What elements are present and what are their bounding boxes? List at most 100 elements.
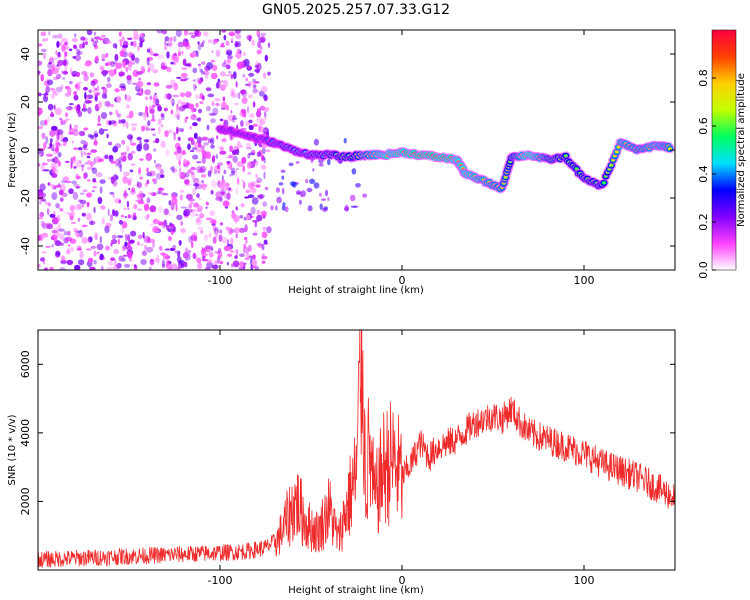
noise-blob xyxy=(214,39,218,44)
noise-blob xyxy=(232,115,236,118)
noise-blob xyxy=(241,156,247,164)
noise-blob xyxy=(162,191,165,196)
noise-blob xyxy=(144,182,148,188)
noise-blob xyxy=(300,193,303,197)
noise-blob xyxy=(215,49,221,58)
noise-blob xyxy=(260,32,266,37)
noise-blob xyxy=(87,107,92,114)
noise-blob xyxy=(327,197,330,201)
noise-blob xyxy=(255,60,259,66)
noise-blob xyxy=(71,140,74,144)
noise-blob xyxy=(134,264,137,268)
noise-blob xyxy=(178,172,181,176)
noise-blob xyxy=(85,148,89,151)
noise-blob xyxy=(54,184,62,188)
noise-blob xyxy=(232,117,238,120)
noise-blob xyxy=(72,155,76,161)
noise-blob xyxy=(65,160,70,163)
noise-blob xyxy=(187,249,192,254)
noise-blob xyxy=(215,102,220,107)
noise-blob xyxy=(38,147,42,155)
noise-blob xyxy=(252,101,256,108)
noise-blob xyxy=(247,172,252,175)
noise-blob xyxy=(152,148,157,152)
noise-blob xyxy=(199,165,207,173)
snr-panel: -100 0 100 2000 4000 6000 Height of straight … xyxy=(7,329,676,596)
noise-blob xyxy=(93,92,100,97)
noise-blob xyxy=(173,52,177,57)
noise-blob xyxy=(118,31,122,37)
noise-blob xyxy=(45,94,49,98)
noise-blob xyxy=(176,266,180,270)
noise-blob xyxy=(180,220,183,226)
noise-blob xyxy=(260,85,268,93)
noise-blob xyxy=(41,132,46,140)
spectrogram-ylabel: Frequency (Hz) xyxy=(7,112,18,188)
noise-blob xyxy=(232,149,238,155)
noise-blob xyxy=(185,91,192,98)
noise-blob xyxy=(161,259,165,267)
noise-blob xyxy=(164,45,168,51)
spectrogram-xtick-label: -100 xyxy=(208,274,233,287)
noise-blob xyxy=(177,136,181,141)
noise-blob xyxy=(199,212,205,219)
noise-blob xyxy=(106,83,112,89)
noise-blob xyxy=(242,74,246,78)
noise-blob xyxy=(118,71,125,77)
noise-blob xyxy=(87,236,93,243)
noise-blob xyxy=(82,189,88,193)
noise-blob xyxy=(153,159,157,164)
noise-blob xyxy=(38,125,43,130)
noise-blob xyxy=(40,48,47,53)
noise-blob xyxy=(118,219,123,225)
track-core xyxy=(609,163,614,167)
noise-blob xyxy=(255,173,258,179)
noise-blob xyxy=(110,239,118,245)
noise-blob xyxy=(155,172,162,180)
noise-blob xyxy=(73,183,80,187)
spectrogram-xtick-label: 0 xyxy=(399,274,406,287)
noise-blob xyxy=(245,253,250,260)
noise-blob xyxy=(184,172,190,178)
noise-blob xyxy=(263,107,270,112)
spectrogram-ytick-label: -40 xyxy=(19,237,32,255)
noise-blob xyxy=(175,30,182,37)
noise-blob xyxy=(106,40,112,44)
noise-blob xyxy=(82,41,85,49)
noise-blob xyxy=(120,88,126,92)
noise-blob xyxy=(190,149,195,153)
noise-blob xyxy=(75,50,83,56)
noise-blob xyxy=(42,169,50,172)
noise-blob xyxy=(126,74,132,81)
noise-blob xyxy=(156,254,160,261)
noise-blob xyxy=(121,227,124,234)
noise-blob xyxy=(90,149,98,153)
noise-blob xyxy=(94,94,98,102)
noise-blob xyxy=(55,50,58,55)
spectrogram-panel: -100 0 100 -40 -20 0 20 40 Height of straight l… xyxy=(7,29,676,296)
noise-blob xyxy=(51,93,55,99)
noise-blob xyxy=(221,42,225,47)
noise-blob xyxy=(176,214,183,221)
noise-blob xyxy=(70,67,72,75)
noise-blob xyxy=(232,155,238,163)
noise-blob xyxy=(201,146,205,153)
noise-blob xyxy=(76,230,82,234)
noise-blob xyxy=(234,255,238,259)
spectrogram-ytick-label: -20 xyxy=(19,189,32,207)
noise-blob xyxy=(71,180,78,185)
noise-blob xyxy=(110,120,116,125)
noise-blob xyxy=(51,192,58,201)
noise-blob xyxy=(118,156,122,164)
colorbar-tick-label: 0.0 xyxy=(697,261,710,279)
noise-blob xyxy=(264,186,269,191)
noise-blob xyxy=(51,125,58,131)
noise-blob xyxy=(39,183,46,191)
noise-blob xyxy=(227,55,233,60)
noise-blob xyxy=(92,40,98,48)
noise-blob xyxy=(130,123,138,126)
noise-blob xyxy=(243,243,247,249)
noise-blob xyxy=(230,88,235,94)
noise-blob xyxy=(241,97,248,104)
noise-blob xyxy=(205,87,212,92)
